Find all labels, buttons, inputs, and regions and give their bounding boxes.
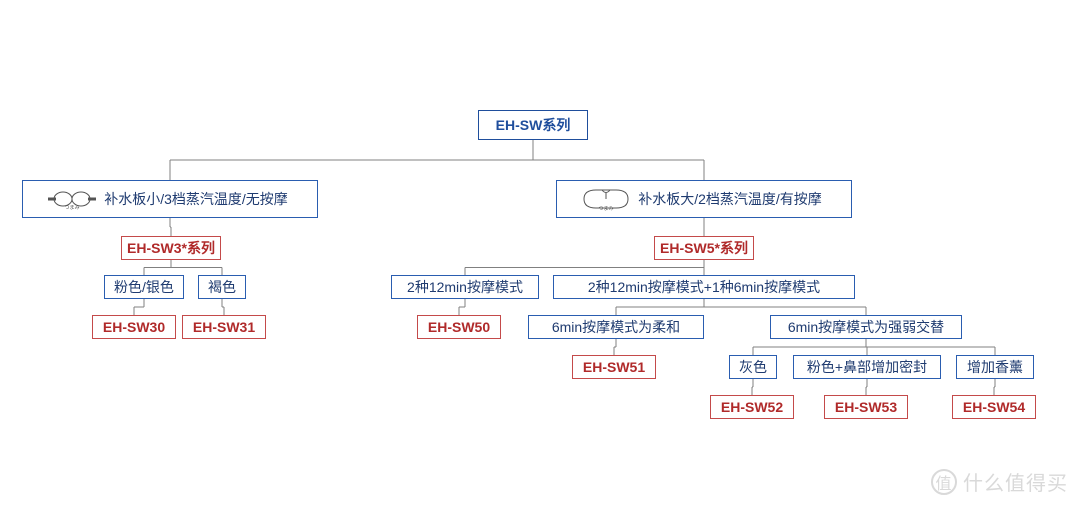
- node-sw30: EH-SW30: [92, 315, 176, 339]
- pad_large-icon: つまみ: [580, 185, 632, 213]
- node-label: EH-SW30: [103, 319, 165, 335]
- node-aroma: 增加香薰: [956, 355, 1034, 379]
- node-label: 褐色: [208, 277, 236, 297]
- node-gray: 灰色: [729, 355, 777, 379]
- node-soft: 6min按摩模式为柔和: [528, 315, 704, 339]
- svg-text:つまみ: つまみ: [65, 205, 80, 210]
- node-label: 2种12min按摩模式+1种6min按摩模式: [588, 277, 820, 297]
- node-sw3: EH-SW3*系列: [121, 236, 221, 260]
- watermark-badge-icon: 值: [931, 469, 957, 495]
- node-label: 6min按摩模式为柔和: [552, 317, 680, 337]
- node-sw52: EH-SW52: [710, 395, 794, 419]
- node-label: 2种12min按摩模式: [407, 277, 523, 297]
- node-root: EH-SW系列: [478, 110, 588, 140]
- node-label: 补水板小/3档蒸汽温度/无按摩: [104, 189, 288, 209]
- node-label: EH-SW50: [428, 319, 490, 335]
- node-label: EH-SW53: [835, 399, 897, 415]
- node-sw54: EH-SW54: [952, 395, 1036, 419]
- svg-text:つまみ: つまみ: [599, 206, 614, 211]
- node-alt: 6min按摩模式为强弱交替: [770, 315, 962, 339]
- node-label: EH-SW系列: [496, 115, 571, 135]
- node-label: 粉色+鼻部增加密封: [807, 357, 927, 377]
- node-label: 灰色: [739, 357, 767, 377]
- node-label: 6min按摩模式为强弱交替: [788, 317, 944, 337]
- node-label: EH-SW3*系列: [127, 238, 215, 258]
- node-m2: 2种12min按摩模式+1种6min按摩模式: [553, 275, 855, 299]
- node-label: EH-SW31: [193, 319, 255, 335]
- watermark-text: 什么值得买: [963, 467, 1068, 496]
- node-c1: 粉色/银色: [104, 275, 184, 299]
- node-pink: 粉色+鼻部增加密封: [793, 355, 941, 379]
- node-sw31: EH-SW31: [182, 315, 266, 339]
- watermark: 值 什么值得买: [931, 467, 1068, 496]
- node-sw51: EH-SW51: [572, 355, 656, 379]
- node-label: 粉色/银色: [114, 277, 174, 297]
- node-sw5: EH-SW5*系列: [654, 236, 754, 260]
- node-label: EH-SW5*系列: [660, 238, 748, 258]
- node-label: EH-SW52: [721, 399, 783, 415]
- node-b1: つまみ 补水板小/3档蒸汽温度/无按摩: [22, 180, 318, 218]
- node-sw53: EH-SW53: [824, 395, 908, 419]
- node-c2: 褐色: [198, 275, 246, 299]
- node-label: EH-SW51: [583, 359, 645, 375]
- node-label: 补水板大/2档蒸汽温度/有按摩: [638, 189, 822, 209]
- node-b2: つまみ 补水板大/2档蒸汽温度/有按摩: [556, 180, 852, 218]
- node-label: EH-SW54: [963, 399, 1025, 415]
- pad_small-icon: つまみ: [46, 185, 98, 213]
- node-sw50: EH-SW50: [417, 315, 501, 339]
- node-label: 增加香薰: [967, 357, 1023, 377]
- node-m1: 2种12min按摩模式: [391, 275, 539, 299]
